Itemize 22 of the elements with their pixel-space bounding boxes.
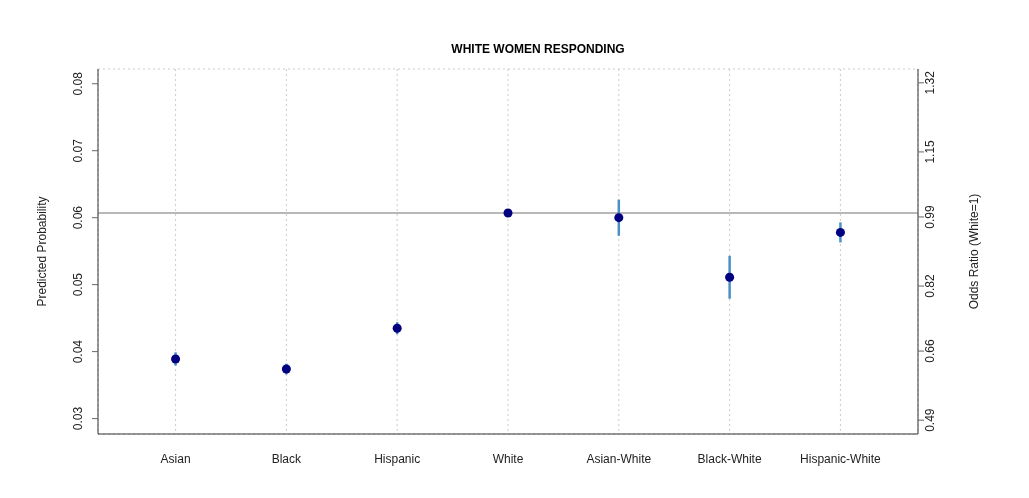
y-tick-label: 0.08 (71, 71, 85, 96)
x-tick-label: Asian-White (586, 451, 652, 466)
y2-tick-label: 0.99 (923, 204, 937, 229)
y2-axis-title: Odds Ratio (White=1) (967, 193, 982, 310)
y2-tick-label: 0.66 (923, 339, 937, 363)
y-tick-label: 0.07 (71, 138, 85, 163)
y2-tick-label: 0.82 (923, 274, 937, 298)
x-tick-label: Black-White (697, 451, 762, 466)
y2-tick-label: 1.32 (923, 70, 937, 95)
x-tick-label: Asian (160, 451, 191, 466)
y-tick-label: 0.06 (71, 205, 85, 230)
x-tick-label: Hispanic (374, 451, 421, 466)
x-tick-label: Hispanic-White (800, 451, 882, 466)
y2-tick-label: 1.15 (923, 139, 937, 164)
y-axis-title: Predicted Probability (35, 196, 50, 307)
x-tick-label: White (492, 451, 524, 466)
y-tick-label: 0.04 (71, 339, 85, 364)
x-tick-label: Black (271, 451, 303, 466)
y-tick-label: 0.03 (71, 406, 85, 431)
y2-tick-label: 0.49 (923, 408, 937, 432)
y-tick-label: 0.05 (71, 272, 85, 297)
chart-title: WHITE WOMEN RESPONDING (450, 42, 626, 56)
